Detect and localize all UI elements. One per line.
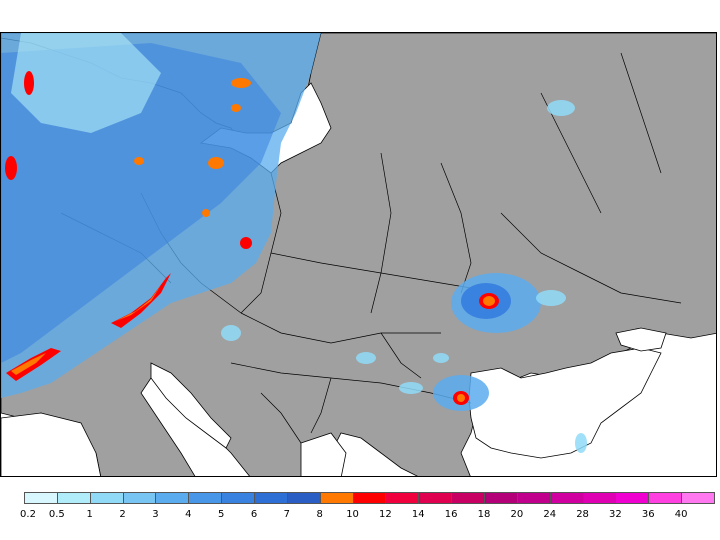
- legend-label: 1: [86, 509, 93, 520]
- color-legend: [24, 492, 715, 506]
- legend-swatch: [155, 492, 190, 504]
- legend-swatch: [122, 492, 157, 504]
- legend-swatch: [681, 492, 715, 504]
- mediterranean-west: [1, 412, 102, 476]
- legend-label: 36: [641, 509, 655, 520]
- legend-label: 28: [576, 509, 589, 520]
- legend-label: 5: [217, 509, 225, 520]
- legend-label: 8: [316, 509, 323, 520]
- legend-label: 32: [609, 509, 622, 520]
- legend-swatch: [549, 492, 584, 504]
- legend-swatch: [89, 492, 124, 504]
- sea-of-azov: [615, 327, 667, 352]
- legend-label: 16: [444, 509, 458, 520]
- legend-swatch: [418, 492, 453, 504]
- legend-swatch: [24, 492, 58, 504]
- legend-swatch: [451, 492, 485, 504]
- map-canvas: [1, 33, 716, 476]
- legend-swatch: [319, 492, 354, 504]
- legend-label: 40: [674, 509, 688, 520]
- legend-label: 7: [283, 509, 291, 520]
- adriatic-sea: [150, 362, 232, 449]
- legend-swatch: [582, 492, 617, 504]
- legend-swatch: [56, 492, 91, 504]
- legend-swatch: [385, 492, 420, 504]
- legend-swatch: [286, 492, 321, 504]
- legend-swatch: [648, 492, 683, 504]
- legend-label: 0.5: [48, 509, 65, 520]
- legend-swatch: [352, 492, 387, 504]
- legend-label: 14: [411, 509, 425, 520]
- legend-label: 0.2: [20, 509, 36, 520]
- black-sea: [468, 347, 662, 459]
- legend-swatch: [221, 492, 255, 504]
- legend-label: 6: [250, 509, 258, 520]
- legend-label: 24: [543, 509, 557, 520]
- legend-label: 10: [346, 509, 359, 520]
- precip-layer: [1, 33, 587, 453]
- legend-swatch: [188, 492, 223, 504]
- legend-label: 12: [379, 509, 392, 520]
- legend-label: 3: [152, 509, 159, 520]
- legend-swatch: [254, 492, 288, 504]
- legend-label: 18: [477, 509, 491, 520]
- legend-swatch: [484, 492, 518, 504]
- aegean-sea: [300, 432, 347, 476]
- legend-swatch: [516, 492, 551, 504]
- precipitation-map: [0, 32, 717, 477]
- legend-label: 2: [119, 509, 126, 520]
- legend-label: 20: [510, 509, 524, 520]
- legend-label: 4: [185, 509, 192, 520]
- legend-swatch: [615, 492, 650, 504]
